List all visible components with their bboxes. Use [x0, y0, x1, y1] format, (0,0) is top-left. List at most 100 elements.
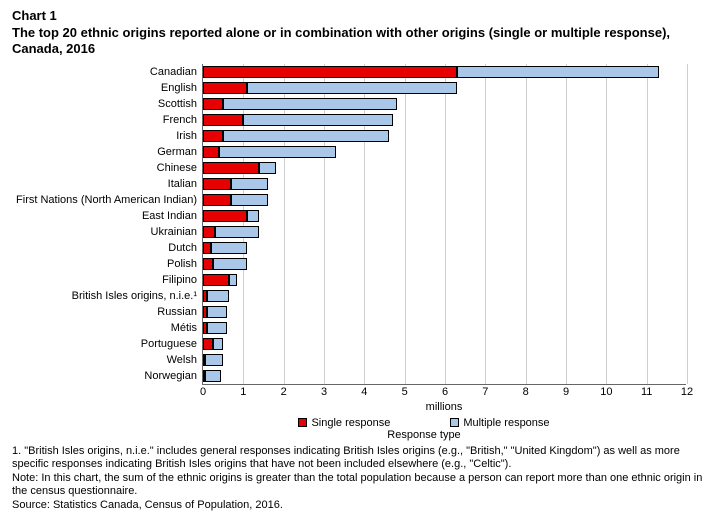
bar-row	[203, 178, 268, 190]
bar-row	[203, 114, 393, 126]
bar-segment	[203, 210, 247, 222]
bar-segment	[207, 290, 229, 302]
x-tick-label: 4	[361, 384, 367, 398]
bar-segment	[247, 210, 259, 222]
bar-row	[203, 130, 389, 142]
bar-row	[203, 146, 336, 158]
gridline	[606, 64, 607, 384]
category-label: Métis	[171, 322, 203, 334]
category-label: Chinese	[157, 162, 203, 174]
bar-segment	[203, 162, 259, 174]
bar-segment	[205, 354, 223, 366]
bar-segment	[207, 306, 227, 318]
gridline	[526, 64, 527, 384]
category-label: Russian	[157, 306, 203, 318]
category-label: British Isles origins, n.i.e.¹	[72, 290, 203, 302]
gridline	[687, 64, 688, 384]
x-tick-label: 2	[281, 384, 287, 398]
x-tick-label: 8	[523, 384, 529, 398]
category-label: English	[161, 82, 203, 94]
category-label: Scottish	[158, 98, 203, 110]
bar-segment	[219, 146, 336, 158]
bar-row	[203, 322, 227, 334]
bar-segment	[231, 178, 267, 190]
legend-label-multiple: Multiple response	[463, 417, 549, 429]
bar-row	[203, 98, 397, 110]
bar-segment	[207, 322, 227, 334]
x-tick-label: 1	[240, 384, 246, 398]
bar-segment	[203, 226, 215, 238]
bar-segment	[243, 114, 392, 126]
bar-segment	[203, 98, 223, 110]
bar-segment	[247, 82, 457, 94]
category-label: Irish	[176, 130, 203, 142]
bar-segment	[213, 338, 223, 350]
bar-row	[203, 226, 259, 238]
category-label: Portuguese	[141, 338, 203, 350]
bar-row	[203, 242, 247, 254]
bar-segment	[203, 242, 211, 254]
chart-number: Chart 1	[12, 8, 706, 23]
x-tick-label: 7	[482, 384, 488, 398]
bar-segment	[203, 66, 457, 78]
bar-segment	[203, 258, 213, 270]
bar-segment	[203, 274, 229, 286]
bar-segment	[231, 194, 267, 206]
gridline	[445, 64, 446, 384]
bar-row	[203, 194, 268, 206]
bar-segment	[213, 258, 247, 270]
bar-row	[203, 338, 223, 350]
category-label: Welsh	[167, 354, 203, 366]
gridline	[364, 64, 365, 384]
category-label: Filipino	[162, 274, 203, 286]
bar-row	[203, 290, 229, 302]
chart-title: The top 20 ethnic origins reported alone…	[12, 25, 706, 58]
bar-segment	[223, 130, 388, 142]
bar-segment	[203, 82, 247, 94]
x-axis-title: millions	[202, 401, 686, 413]
footnote-source: Source: Statistics Canada, Census of Pop…	[12, 499, 706, 512]
category-label: Ukrainian	[151, 226, 203, 238]
x-tick-label: 12	[681, 384, 693, 398]
bar-segment	[203, 338, 213, 350]
x-tick-label: 5	[402, 384, 408, 398]
footnote-note: Note: In this chart, the sum of the ethn…	[12, 472, 706, 498]
legend-title: Response type	[162, 429, 686, 441]
legend-item-multiple: Multiple response	[450, 417, 549, 429]
bar-segment	[229, 274, 237, 286]
gridline	[647, 64, 648, 384]
x-tick-label: 0	[200, 384, 206, 398]
bar-row	[203, 306, 227, 318]
bar-segment	[203, 178, 231, 190]
gridline	[405, 64, 406, 384]
bar-row	[203, 82, 457, 94]
gridline	[566, 64, 567, 384]
gridline	[324, 64, 325, 384]
bar-segment	[203, 194, 231, 206]
bar-segment	[457, 66, 659, 78]
gridline	[243, 64, 244, 384]
category-label: German	[157, 146, 203, 158]
gridline	[284, 64, 285, 384]
bar-segment	[215, 226, 259, 238]
legend-item-single: Single response	[298, 417, 390, 429]
x-tick-label: 9	[563, 384, 569, 398]
legend-swatch-single	[298, 418, 307, 427]
bar-row	[203, 66, 659, 78]
legend: Single response Multiple response	[162, 417, 686, 429]
bar-row	[203, 258, 247, 270]
category-label: French	[163, 114, 203, 126]
bar-segment	[211, 242, 247, 254]
category-label: Polish	[167, 258, 203, 270]
x-tick-label: 10	[600, 384, 612, 398]
category-label: Norwegian	[144, 370, 203, 382]
bar-segment	[205, 370, 221, 382]
category-label: Canadian	[150, 66, 203, 78]
bar-segment	[259, 162, 275, 174]
x-tick-label: 3	[321, 384, 327, 398]
bar-row	[203, 354, 223, 366]
bar-segment	[203, 146, 219, 158]
category-label: Italian	[168, 178, 203, 190]
category-label: East Indian	[142, 210, 203, 222]
legend-swatch-multiple	[450, 418, 459, 427]
